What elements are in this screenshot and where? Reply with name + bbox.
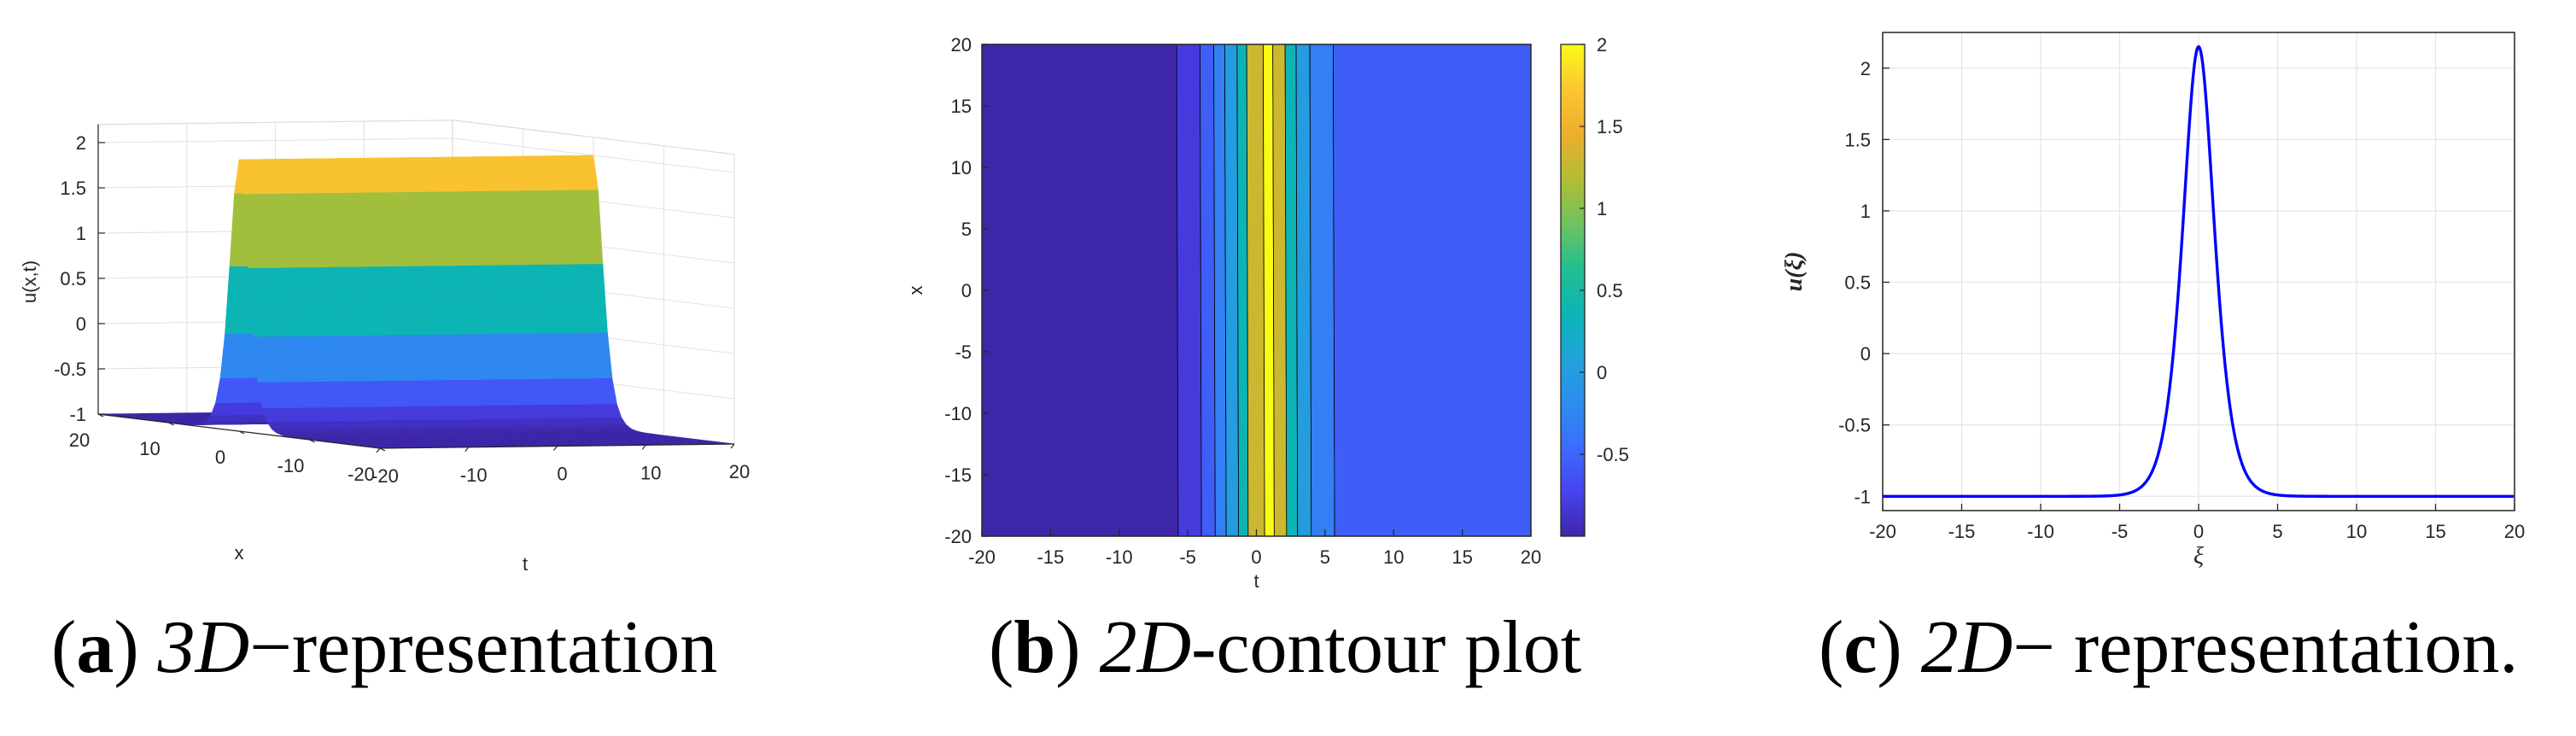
x-tick-label: -5	[2112, 521, 2129, 542]
x-tick-label: -5	[1179, 546, 1196, 568]
y-tick-label: 0.5	[1844, 272, 1871, 294]
contour-band	[1246, 44, 1265, 537]
t-tick-label: 0	[557, 464, 567, 485]
x-tick-label: -10	[277, 455, 305, 476]
x-tick-label: -10	[1106, 546, 1133, 568]
z-tick-label: 1.5	[60, 178, 86, 199]
caption-b: (b) 2D-contour plot	[989, 606, 1582, 689]
t-tick-label: -10	[460, 464, 488, 486]
contour-band	[1176, 44, 1202, 537]
colorbar-tick-label: 0.5	[1597, 280, 1623, 301]
y-tick-label: -15	[944, 464, 972, 486]
t-tick-label: 10	[640, 462, 661, 483]
panel-b-contour-plot: -20 -15 -10 -5 0 5 10 15 20-20-15-10-505101520tx…	[905, 34, 1629, 592]
contour-band	[1263, 44, 1275, 537]
x-tick-label: 20	[2504, 521, 2525, 542]
t-tick	[464, 447, 470, 453]
x-tick-label: -20	[348, 464, 375, 485]
z-tick-label: 0	[76, 313, 86, 335]
x-tick-label: 0	[1251, 546, 1261, 568]
contour-band	[1295, 44, 1312, 537]
y-tick-label: 1	[1860, 201, 1871, 222]
x-tick-label: 20	[1521, 546, 1541, 568]
colorbar-tick-label: -0.5	[1597, 444, 1629, 465]
colorbar-tick-label: 1.5	[1597, 116, 1623, 137]
colorbar-tick-label: 2	[1597, 34, 1607, 55]
z-tick-label: -0.5	[54, 359, 86, 380]
x-tick-label: 0	[215, 447, 225, 468]
contour-band	[1284, 44, 1299, 537]
y-tick-label: 15	[951, 96, 972, 117]
contour-band	[1309, 44, 1335, 537]
y-tick-label: 2	[1860, 58, 1871, 79]
x-tick-label: 5	[1320, 546, 1330, 568]
y-tick-label: -0.5	[1838, 415, 1871, 436]
y-tick-label: 5	[961, 219, 972, 240]
z-tick-label: 2	[76, 132, 86, 154]
series-line	[1883, 44, 2515, 498]
t-tick	[730, 443, 735, 449]
contour-band	[1236, 44, 1249, 537]
contour-band	[1200, 44, 1216, 537]
colorbar-tick-label: 0	[1597, 362, 1607, 383]
y-tick-label: 0	[1860, 343, 1871, 365]
y-tick-label: -1	[1854, 486, 1871, 507]
panel-a-3d-surface: -1 -0.5 0 0.5 1 1.5 2 u(x,t) -20 -10 0 10 20 x -20 -10 0…	[19, 120, 750, 575]
z-tick-label: 1	[76, 223, 86, 244]
t-tick	[376, 447, 381, 453]
x-tick	[97, 413, 104, 418]
y-tick-label: -5	[955, 342, 972, 363]
contour-band	[1332, 44, 1532, 537]
y-tick-label: 10	[951, 157, 972, 178]
x-axis-label: ξ	[2193, 543, 2204, 570]
caption-a: (a) 3D−representation	[51, 606, 718, 689]
x-tick-label: -15	[1948, 521, 1976, 542]
x-tick-label: 15	[1452, 546, 1472, 568]
t-axis-label: t	[523, 553, 528, 575]
x-tick-label: 0	[2193, 521, 2204, 542]
x-tick-label: -15	[1037, 546, 1064, 568]
x-tick-label: 10	[1383, 546, 1404, 568]
x-tick-label: 15	[2425, 521, 2445, 542]
contour-band	[982, 44, 1178, 536]
y-tick-label: 20	[951, 34, 972, 55]
contour-band	[1224, 44, 1240, 537]
x-tick	[168, 422, 174, 426]
panel-c-line-plot: -20 -15 -10 -5 0 5 10 15 20 -1 -0.5 0 0.5 1 1.5 2 ξ u(ξ)	[1781, 32, 2525, 570]
x-tick	[238, 430, 245, 435]
x-tick-label: 20	[69, 429, 90, 451]
t-tick	[641, 444, 646, 450]
t-tick-label: 20	[729, 461, 750, 482]
y-axis-label: x	[905, 286, 926, 295]
y-axis-label: u(ξ)	[1781, 252, 1808, 292]
caption-c: (c) 2D− representation.	[1819, 606, 2519, 689]
x-tick-label: -20	[1869, 521, 1896, 542]
y-tick-label: -10	[944, 403, 972, 424]
contour-band	[1213, 44, 1227, 537]
contour-band	[1272, 44, 1288, 537]
x-tick-label: 10	[2346, 521, 2367, 542]
x-tick	[309, 439, 315, 443]
z-axis-label: u(x,t)	[19, 260, 40, 303]
t-tick-label: -20	[371, 465, 399, 487]
y-tick-label: -20	[944, 526, 972, 547]
colorbar-tick-label: 1	[1597, 198, 1607, 219]
x-axis-label: t	[1253, 570, 1259, 592]
x-tick-label: -20	[968, 546, 996, 568]
x-axis-label: x	[235, 542, 244, 564]
y-tick-label: 1.5	[1844, 129, 1871, 150]
y-tick-label: 0	[961, 280, 972, 301]
t-tick	[553, 446, 558, 451]
z-tick-label: -1	[69, 404, 86, 425]
z-tick-label: 0.5	[60, 268, 86, 289]
x-tick-label: 5	[2272, 521, 2282, 542]
x-tick-label: -10	[2027, 521, 2054, 542]
x-tick-label: 10	[139, 438, 160, 459]
